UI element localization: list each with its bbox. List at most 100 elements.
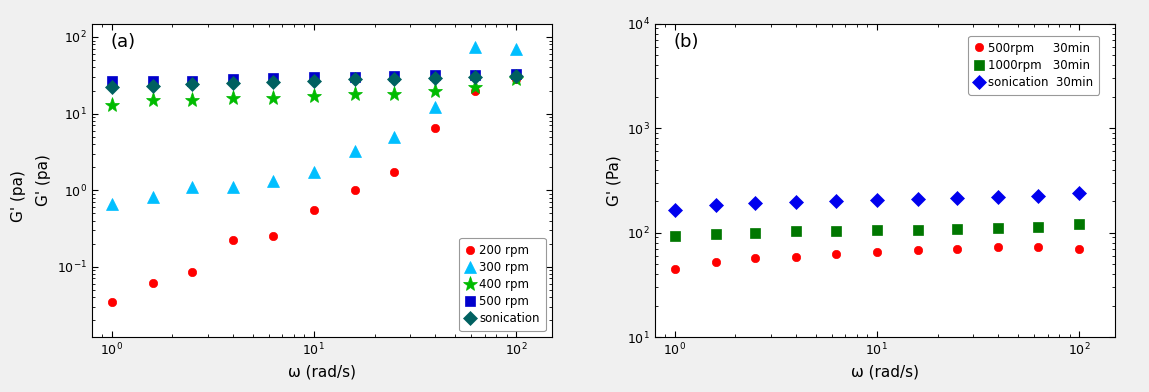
200 rpm: [509, 77, 523, 82]
sonication  30min: [830, 199, 843, 203]
sonication  30min: [950, 196, 964, 200]
200 rpm: [387, 170, 401, 175]
500 rpm: [105, 78, 118, 83]
400 rpm: [509, 77, 523, 82]
500 rpm: [146, 78, 160, 83]
Line: 1000rpm   30min: 1000rpm 30min: [670, 220, 1084, 241]
200 rpm: [307, 208, 321, 212]
Legend: 200 rpm, 300 rpm, 400 rpm, 500 rpm, sonication: 200 rpm, 300 rpm, 400 rpm, 500 rpm, soni…: [460, 238, 546, 331]
500rpm     30min: [992, 245, 1005, 249]
1000rpm   30min: [709, 232, 723, 236]
300 rpm: [429, 105, 442, 110]
400 rpm: [185, 98, 199, 102]
500 rpm: [226, 77, 240, 82]
400 rpm: [146, 98, 160, 102]
500rpm     30min: [789, 255, 803, 260]
500rpm     30min: [1072, 247, 1086, 251]
sonication  30min: [1072, 191, 1086, 195]
300 rpm: [146, 194, 160, 199]
sonication: [185, 82, 199, 87]
300 rpm: [307, 170, 321, 175]
Text: (b): (b): [673, 33, 699, 51]
sonication  30min: [911, 196, 925, 201]
500rpm     30min: [1032, 245, 1046, 249]
400 rpm: [469, 85, 483, 90]
500 rpm: [307, 74, 321, 79]
sonication: [105, 85, 118, 90]
400 rpm: [267, 96, 280, 100]
500rpm     30min: [870, 250, 884, 254]
500 rpm: [387, 74, 401, 78]
1000rpm   30min: [911, 227, 925, 232]
1000rpm   30min: [668, 234, 681, 238]
sonication: [387, 77, 401, 82]
sonication  30min: [1032, 193, 1046, 198]
300 rpm: [105, 202, 118, 207]
Text: G' (pa): G' (pa): [11, 170, 26, 222]
Line: 300 rpm: 300 rpm: [106, 41, 522, 210]
200 rpm: [146, 280, 160, 285]
sonication  30min: [870, 198, 884, 202]
sonication  30min: [748, 201, 762, 206]
400 rpm: [307, 94, 321, 98]
500rpm     30min: [830, 252, 843, 257]
1000rpm   30min: [870, 228, 884, 232]
sonication: [226, 81, 240, 85]
Line: sonication: sonication: [107, 71, 520, 92]
500rpm     30min: [709, 260, 723, 265]
Line: 500 rpm: 500 rpm: [107, 69, 520, 85]
Y-axis label: G' (Pa): G' (Pa): [607, 155, 622, 206]
1000rpm   30min: [830, 229, 843, 233]
sonication: [267, 80, 280, 84]
400 rpm: [226, 96, 240, 100]
300 rpm: [469, 44, 483, 49]
200 rpm: [185, 270, 199, 274]
300 rpm: [185, 185, 199, 189]
500 rpm: [185, 78, 199, 83]
400 rpm: [348, 92, 362, 96]
400 rpm: [387, 92, 401, 96]
500 rpm: [267, 76, 280, 80]
300 rpm: [348, 149, 362, 154]
1000rpm   30min: [748, 230, 762, 235]
1000rpm   30min: [1072, 222, 1086, 227]
1000rpm   30min: [1032, 225, 1046, 229]
sonication  30min: [668, 207, 681, 212]
200 rpm: [469, 88, 483, 93]
sonication: [146, 83, 160, 88]
1000rpm   30min: [992, 226, 1005, 230]
400 rpm: [429, 88, 442, 93]
300 rpm: [226, 185, 240, 189]
500 rpm: [469, 73, 483, 77]
500 rpm: [509, 71, 523, 76]
Line: 400 rpm: 400 rpm: [103, 72, 524, 113]
1000rpm   30min: [950, 227, 964, 231]
sonication  30min: [709, 202, 723, 207]
X-axis label: ω (rad/s): ω (rad/s): [287, 364, 356, 379]
Line: sonication  30min: sonication 30min: [670, 188, 1084, 215]
200 rpm: [429, 125, 442, 130]
sonication  30min: [992, 194, 1005, 199]
sonication: [469, 74, 483, 79]
500rpm     30min: [950, 247, 964, 251]
sonication  30min: [789, 200, 803, 205]
500 rpm: [348, 74, 362, 79]
200 rpm: [105, 299, 118, 304]
500 rpm: [429, 73, 442, 77]
sonication: [429, 76, 442, 80]
sonication: [307, 78, 321, 83]
1000rpm   30min: [789, 229, 803, 234]
500rpm     30min: [668, 267, 681, 271]
300 rpm: [267, 179, 280, 184]
Y-axis label: G' (pa): G' (pa): [37, 154, 52, 206]
Text: (a): (a): [110, 33, 136, 51]
300 rpm: [387, 134, 401, 139]
Line: 200 rpm: 200 rpm: [107, 75, 520, 306]
500rpm     30min: [911, 248, 925, 252]
200 rpm: [267, 234, 280, 238]
Legend: 500rpm     30min, 1000rpm   30min, sonication  30min: 500rpm 30min, 1000rpm 30min, sonication …: [969, 36, 1100, 95]
300 rpm: [509, 47, 523, 51]
400 rpm: [105, 102, 118, 107]
Line: 500rpm     30min: 500rpm 30min: [670, 243, 1084, 273]
200 rpm: [226, 238, 240, 243]
